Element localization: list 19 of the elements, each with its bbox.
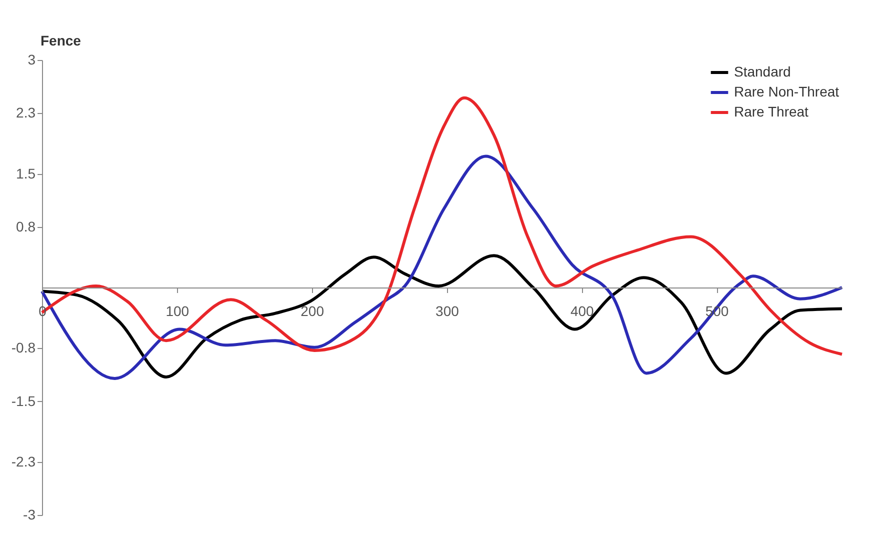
legend-label: Rare Threat: [734, 104, 809, 120]
x-tick-label: 300: [436, 303, 460, 319]
x-tick-label: 100: [166, 303, 190, 319]
line-series: [40, 96, 844, 356]
x-tick-label: 400: [570, 303, 594, 319]
y-tick-label: 1.5: [16, 165, 36, 182]
y-tick-label: -2.3: [11, 453, 36, 470]
x-tick-label: 200: [300, 303, 324, 319]
y-tick-label: 3: [28, 52, 36, 68]
line-series: [40, 154, 844, 380]
y-tick-label: -1.5: [11, 392, 36, 409]
y-tick-label: -3: [23, 506, 36, 522]
y-tick-label: 2.3: [16, 104, 36, 121]
line-series: [40, 254, 844, 378]
y-tick-label: -0.8: [11, 340, 36, 356]
legend-label: Standard: [734, 64, 791, 80]
y-axis-title: Fence: [40, 32, 82, 48]
y-tick-label: 0.8: [16, 218, 36, 234]
legend-label: Rare Non-Threat: [734, 84, 840, 100]
